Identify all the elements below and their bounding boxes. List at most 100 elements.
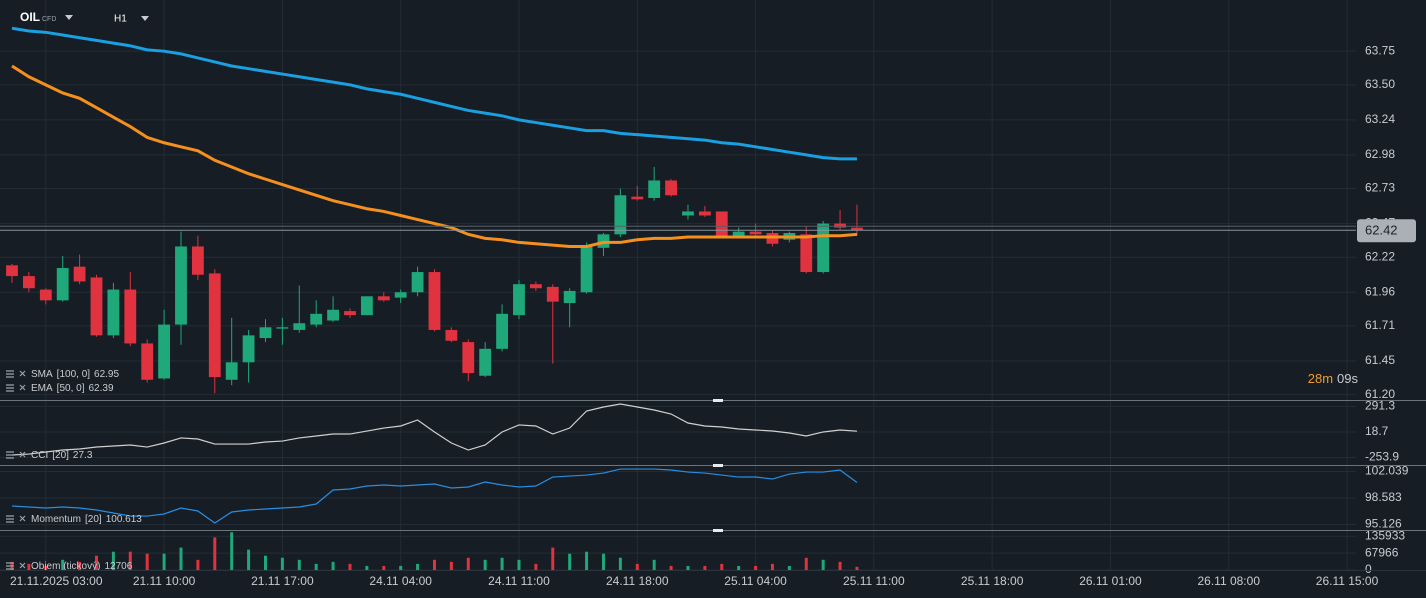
candle-body — [175, 246, 187, 325]
volume-bar — [247, 549, 251, 570]
current-price-label: 62.42 — [1365, 223, 1398, 238]
marks — [0, 26, 1356, 570]
candle-body — [377, 296, 390, 301]
legend-remove — [19, 562, 26, 569]
indicator-line — [11, 468, 858, 524]
y-tick-label: 61.20 — [1365, 387, 1395, 401]
candle-body — [834, 223, 846, 228]
candle-body — [344, 311, 356, 316]
legend-entry: Objem (tickový) 12706 — [31, 561, 133, 572]
candle-body — [749, 231, 762, 235]
volume-bar — [348, 563, 352, 570]
timeframe-selector[interactable]: H1 — [114, 14, 149, 25]
x-tick-label: 25.11 04:00 — [724, 574, 787, 588]
candle-body — [715, 211, 728, 236]
x-tick-label: 25.11 18:00 — [961, 574, 1024, 588]
volume-bar — [128, 551, 132, 570]
volume-bar — [855, 566, 859, 570]
candle-body — [39, 289, 52, 301]
legend-part: 27.3 — [73, 450, 93, 461]
volume-bar — [770, 563, 774, 570]
y-tick-label: 62.73 — [1365, 181, 1395, 195]
legend-entry: SMA [100, 0] 62.95 — [31, 369, 119, 380]
legend-part: CCI — [31, 450, 48, 461]
volume-bar — [500, 557, 504, 570]
volume-bar — [196, 559, 200, 570]
y-tick-label: 95.126 — [1365, 517, 1402, 531]
candle-body — [800, 234, 813, 273]
countdown-minutes: 28m — [1308, 371, 1333, 386]
candle-body — [360, 296, 373, 316]
indicator-line — [11, 403, 858, 456]
legend-part: SMA — [31, 369, 53, 380]
legend-icon — [6, 384, 14, 392]
volume-bar — [78, 561, 82, 570]
volume-bar — [635, 563, 639, 570]
legend-part: 100.613 — [106, 514, 143, 525]
candle-body — [580, 246, 593, 293]
candle-body — [428, 272, 441, 330]
legend-icon — [6, 562, 14, 570]
volume-bar — [179, 547, 183, 570]
candle-body — [242, 335, 255, 363]
symbol-selector[interactable]: OIL CFD — [20, 10, 73, 24]
dropdown-arrow — [141, 16, 149, 21]
y-tick-label: 18.7 — [1365, 424, 1389, 438]
candle-body — [259, 327, 272, 339]
panel-resize-handle — [713, 529, 723, 532]
y-tick-label: 291.3 — [1365, 399, 1395, 413]
legend-entry: Momentum [20] 100.613 — [31, 514, 142, 525]
candle-body — [6, 265, 18, 277]
candle-body — [445, 329, 458, 341]
volume-bar — [61, 559, 65, 570]
legend-part: 12706 — [104, 561, 132, 572]
volume-bar — [416, 563, 420, 570]
dropdown-arrow — [65, 15, 73, 20]
x-tick-label: 26.11 15:00 — [1316, 574, 1379, 588]
candle-body — [631, 196, 644, 200]
candle-body — [479, 348, 492, 376]
x-tick-label: 24.11 11:00 — [488, 574, 550, 588]
volume-bar — [652, 559, 656, 570]
volume-bar — [534, 563, 538, 570]
candle-body — [225, 362, 238, 380]
current-price-box — [1357, 219, 1416, 243]
y-tick-label: 135933 — [1365, 528, 1405, 542]
y-tick-label: 98.583 — [1365, 490, 1402, 504]
volume-bar — [213, 537, 217, 570]
y-tick-label: 0 — [1365, 562, 1372, 576]
grid — [0, 0, 1356, 571]
volume-bar — [162, 553, 166, 570]
candle-body — [648, 180, 661, 198]
x-tick-label: 21.11.2025 03:00 — [10, 574, 103, 588]
volume-bar — [838, 561, 842, 570]
volume-bar — [466, 557, 470, 570]
moving-average — [11, 64, 858, 248]
volume-bar — [27, 563, 31, 570]
volume-bar — [754, 565, 758, 570]
volume-bar — [230, 532, 234, 570]
volume-bar — [111, 551, 115, 570]
instrument-type: CFD — [42, 16, 56, 23]
candle-body — [276, 327, 289, 329]
x-tick-label: 26.11 01:00 — [1079, 574, 1142, 588]
legend-part: [50, 0] — [57, 383, 85, 394]
volume-bar — [737, 565, 741, 570]
candle-body — [698, 211, 711, 216]
legend-part: [100, 0] — [57, 369, 91, 380]
candle-body — [191, 246, 204, 275]
candle-body — [529, 284, 542, 289]
x-tick-label: 24.11 04:00 — [369, 574, 432, 588]
volume-bar — [382, 565, 386, 570]
volume-bar — [517, 559, 521, 570]
candle-body — [107, 289, 120, 336]
volume-bar — [821, 559, 825, 570]
legend-remove — [19, 451, 26, 458]
volume-bar — [669, 565, 673, 570]
candle-body — [496, 313, 508, 349]
symbol: OIL — [20, 10, 40, 24]
countdown-seconds: 09s — [1337, 371, 1358, 386]
legend-icon — [6, 515, 14, 523]
panel-resize-handle — [713, 399, 723, 402]
legend-icon — [6, 451, 14, 459]
